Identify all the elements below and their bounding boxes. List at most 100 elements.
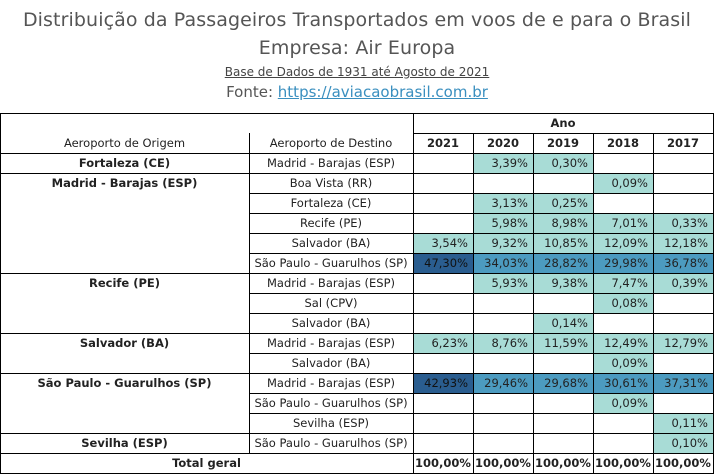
data-table: 3,39% 0,30% 0,09% 3,13% 0,25% 5,98% 8,98% 7,01%… [0, 113, 714, 476]
group-divider [0, 433, 714, 434]
value-cell [594, 314, 653, 333]
origin-airport: Recife (PE) [88, 276, 161, 290]
group-divider [0, 373, 714, 374]
value-cell [414, 214, 473, 233]
total-value: 100,00% [415, 456, 471, 470]
value-cell [654, 174, 713, 193]
dest-years-divider [413, 113, 414, 474]
value-cell: 12,09% [594, 234, 653, 253]
year-header-2017: 2017 [666, 136, 699, 150]
origin-column-header: Aeroporto de Origem [63, 136, 186, 150]
value-cell [474, 394, 533, 413]
destination-airport: Sevilha (ESP) [292, 416, 370, 430]
value-cell: 0,09% [594, 174, 653, 193]
value-cell: 8,98% [534, 214, 593, 233]
destination-airport: Madrid - Barajas (ESP) [266, 336, 396, 350]
table-left-border [0, 113, 1, 474]
value-cell: 10,85% [534, 234, 593, 253]
row-divider [249, 193, 714, 194]
value-cell [594, 154, 653, 173]
subtitle-text: Base de Dados de 1931 até Agosto de 2021 [224, 65, 490, 79]
year-header-2021: 2021 [426, 136, 459, 150]
value-cell: 7,47% [594, 274, 653, 293]
value-cell [414, 314, 473, 333]
value-cell: 6,23% [414, 334, 473, 353]
row-divider [249, 413, 714, 414]
value-cell [414, 174, 473, 193]
value-cell: 0,39% [654, 274, 713, 293]
value-cell [474, 354, 533, 373]
origin-airport: Fortaleza (CE) [78, 156, 171, 170]
row-divider [249, 353, 714, 354]
destination-airport: Madrid - Barajas (ESP) [266, 376, 396, 390]
value-cell [654, 194, 713, 213]
value-cell [414, 294, 473, 313]
value-cell [534, 434, 593, 453]
year-divider [593, 133, 594, 474]
origin-dest-divider [249, 133, 250, 454]
value-cell: 0,11% [654, 414, 713, 433]
table-bottom-border [0, 473, 714, 474]
year-divider [473, 133, 474, 474]
value-cell: 34,03% [474, 254, 533, 273]
value-cell [654, 154, 713, 173]
value-cell [474, 314, 533, 333]
value-cell [654, 314, 713, 333]
value-cell: 9,38% [534, 274, 593, 293]
value-cell [534, 394, 593, 413]
value-cell [414, 274, 473, 293]
value-cell: 3,13% [474, 194, 533, 213]
destination-column-header: Aeroporto de Destino [269, 136, 393, 150]
value-cell [594, 414, 653, 433]
value-cell: 7,01% [594, 214, 653, 233]
value-cell [414, 354, 473, 373]
source-line: Fonte: https://aviacaobrasil.com.br [0, 83, 714, 101]
destination-airport: Fortaleza (CE) [290, 196, 372, 210]
destination-airport: São Paulo - Guarulhos (SP) [254, 436, 408, 450]
value-cell: 5,98% [474, 214, 533, 233]
value-cell [594, 434, 653, 453]
value-cell: 0,14% [534, 314, 593, 333]
destination-airport: Sal (CPV) [304, 296, 358, 310]
row-divider [249, 293, 714, 294]
value-cell [534, 174, 593, 193]
origin-airport: Sevilha (ESP) [81, 436, 168, 450]
value-cell: 30,61% [594, 374, 653, 393]
total-value: 100,00% [655, 456, 711, 470]
row-divider [249, 393, 714, 394]
source-link[interactable]: https://aviacaobrasil.com.br [277, 83, 488, 101]
total-label: Total geral [172, 456, 241, 470]
value-cell [474, 434, 533, 453]
value-cell: 0,33% [654, 214, 713, 233]
value-cell [414, 394, 473, 413]
origin-airport: Madrid - Barajas (ESP) [51, 176, 198, 190]
value-cell: 0,25% [534, 194, 593, 213]
value-cell [534, 354, 593, 373]
value-cell: 29,46% [474, 374, 533, 393]
value-cell: 47,30% [414, 254, 473, 273]
destination-airport: São Paulo - Guarulhos (SP) [254, 256, 408, 270]
value-cell: 3,39% [474, 154, 533, 173]
value-cell: 9,32% [474, 234, 533, 253]
value-cell [474, 174, 533, 193]
value-cell: 0,30% [534, 154, 593, 173]
destination-airport: Madrid - Barajas (ESP) [266, 156, 396, 170]
ano-divider [413, 133, 714, 134]
group-divider [0, 173, 714, 174]
total-value: 100,00% [535, 456, 591, 470]
value-cell [534, 414, 593, 433]
origin-airport: Salvador (BA) [79, 336, 170, 350]
row-divider [249, 253, 714, 254]
value-cell [474, 414, 533, 433]
value-cell: 0,08% [594, 294, 653, 313]
year-divider [653, 133, 654, 474]
value-cell: 12,18% [654, 234, 713, 253]
value-cell [414, 434, 473, 453]
year-header-2020: 2020 [486, 136, 519, 150]
value-cell [594, 194, 653, 213]
value-cell: 0,09% [594, 354, 653, 373]
value-cell: 0,09% [594, 394, 653, 413]
value-cell [534, 294, 593, 313]
value-cell: 5,93% [474, 274, 533, 293]
value-cell [654, 394, 713, 413]
